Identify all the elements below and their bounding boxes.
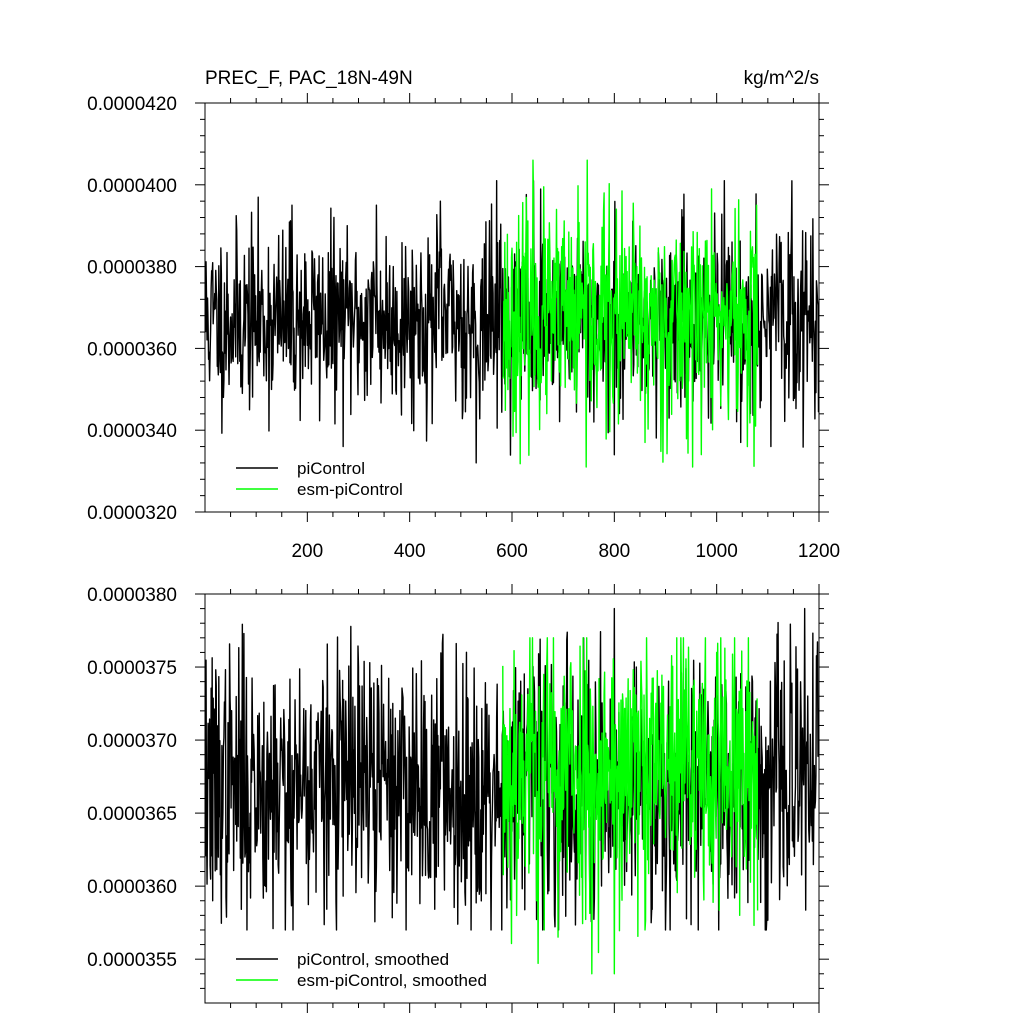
legend-label: piControl [297, 459, 365, 478]
y-tick-label: 0.0000365 [87, 804, 177, 825]
legend: piControl, smoothed esm-piControl, smooth… [236, 950, 487, 990]
y-tick-label: 0.0000355 [87, 950, 177, 971]
y-tick-label: 0.0000360 [87, 877, 177, 898]
y-tick-label: 0.0000340 [87, 421, 177, 442]
legend-label: esm-piControl, smoothed [297, 971, 487, 990]
y-tick-label: 0.0000420 [87, 94, 177, 115]
x-tick-label: 600 [496, 541, 528, 562]
x-tick-label: 800 [598, 541, 630, 562]
chart-panel-1: PREC_F, PAC_18N-49N kg/m^2/s 200 400 600 800 1… [87, 68, 840, 562]
y-tick-label: 0.0000380 [87, 258, 177, 279]
y-tick-label: 0.0000400 [87, 176, 177, 197]
x-tick-label: 400 [394, 541, 426, 562]
series-line-2 [502, 637, 759, 975]
legend-label: piControl, smoothed [297, 950, 449, 969]
legend: piControl esm-piControl [236, 459, 403, 499]
y-tick-label: 0.0000360 [87, 339, 177, 360]
y-tick-label: 0.0000370 [87, 731, 177, 752]
y-tick-label: 0.0000375 [87, 658, 177, 679]
series-line-2 [502, 159, 759, 468]
chart-title: PREC_F, PAC_18N-49N [205, 68, 413, 89]
y-tick-label: 0.0000380 [87, 585, 177, 606]
chart-panel-2: 0.0000355 0.0000360 0.0000365 0.0000370 0.00… [87, 584, 829, 1013]
units-label: kg/m^2/s [744, 68, 819, 89]
x-tick-label: 200 [291, 541, 323, 562]
legend-label: esm-piControl [297, 480, 403, 499]
x-tick-label: 1200 [798, 541, 840, 562]
x-tick-label: 1000 [696, 541, 738, 562]
y-tick-label: 0.0000320 [87, 503, 177, 524]
